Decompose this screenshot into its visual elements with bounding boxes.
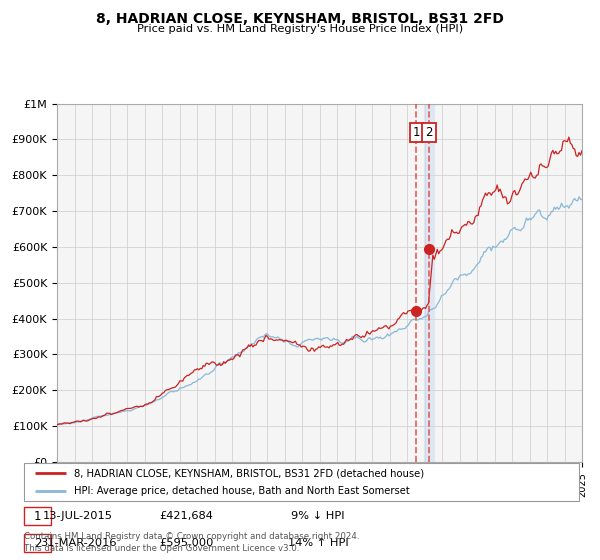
Text: 1: 1	[413, 126, 420, 139]
Text: Contains HM Land Registry data © Crown copyright and database right 2024.
This d: Contains HM Land Registry data © Crown c…	[24, 532, 359, 553]
Text: 14% ↑ HPI: 14% ↑ HPI	[287, 538, 349, 548]
Text: 1: 1	[34, 510, 41, 523]
Text: 8, HADRIAN CLOSE, KEYNSHAM, BRISTOL, BS31 2FD (detached house): 8, HADRIAN CLOSE, KEYNSHAM, BRISTOL, BS3…	[74, 468, 424, 478]
Text: 8, HADRIAN CLOSE, KEYNSHAM, BRISTOL, BS31 2FD: 8, HADRIAN CLOSE, KEYNSHAM, BRISTOL, BS3…	[96, 12, 504, 26]
Text: 2: 2	[425, 126, 433, 139]
Text: Price paid vs. HM Land Registry's House Price Index (HPI): Price paid vs. HM Land Registry's House …	[137, 24, 463, 34]
Text: 13-JUL-2015: 13-JUL-2015	[43, 511, 113, 521]
Text: 31-MAR-2016: 31-MAR-2016	[40, 538, 116, 548]
Text: 9% ↓ HPI: 9% ↓ HPI	[291, 511, 345, 521]
FancyBboxPatch shape	[24, 463, 579, 501]
Text: HPI: Average price, detached house, Bath and North East Somerset: HPI: Average price, detached house, Bath…	[74, 486, 410, 496]
Text: £595,000: £595,000	[159, 538, 213, 548]
Text: 2: 2	[34, 536, 41, 550]
Text: £421,684: £421,684	[159, 511, 213, 521]
